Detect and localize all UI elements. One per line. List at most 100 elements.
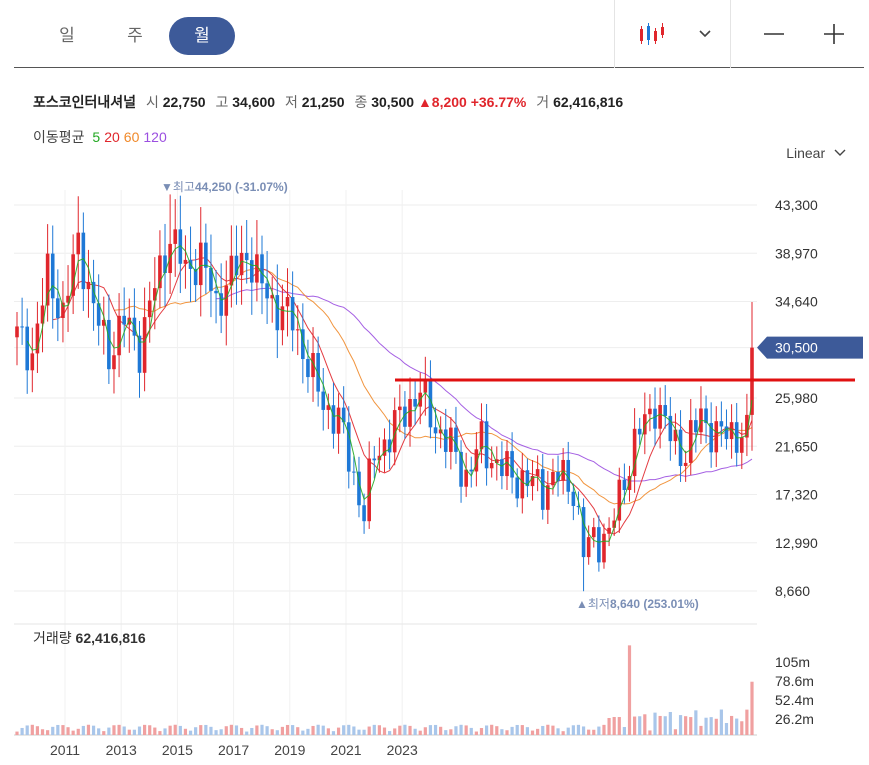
candle-body xyxy=(270,295,275,299)
volume-bar xyxy=(56,724,60,735)
volume-bar xyxy=(505,730,509,735)
candle-body xyxy=(566,459,571,492)
candle-body xyxy=(556,471,560,481)
volume-bar xyxy=(648,730,652,735)
volume-bar xyxy=(510,726,514,735)
candle-body xyxy=(418,392,423,407)
high-label: 고 xyxy=(215,94,229,110)
volume-bar xyxy=(143,724,147,735)
volume-bar xyxy=(439,726,443,735)
volume-bar xyxy=(183,728,188,735)
candle-body xyxy=(224,285,229,316)
volume-bar xyxy=(188,730,193,735)
candle-body xyxy=(331,405,336,434)
volume-bar xyxy=(199,725,203,735)
volume-value: 62,416,816 xyxy=(553,94,624,110)
low-annotation-value: 8,640 (253.01%) xyxy=(610,597,699,611)
moving-average-legend: 이동평균 5 20 60 120 xyxy=(33,127,167,147)
candle-body xyxy=(551,471,555,486)
chevron-down-icon[interactable] xyxy=(690,14,720,54)
time-tick-label: 2011 xyxy=(50,742,80,758)
volume-bar xyxy=(592,729,596,735)
volume-bar xyxy=(137,726,142,735)
volume-bar xyxy=(204,724,208,735)
candle-body xyxy=(734,422,739,453)
volume-bar xyxy=(168,725,172,735)
volume-bar xyxy=(250,727,254,735)
candle-body xyxy=(56,298,60,319)
volume-bar xyxy=(306,728,310,735)
volume-tick-label: 52.4m xyxy=(775,692,814,708)
volume-bar xyxy=(484,725,489,735)
tab-daily[interactable]: 일 xyxy=(59,26,75,45)
time-tick-label: 2019 xyxy=(274,742,305,758)
volume-tick-label: 26.2m xyxy=(775,711,814,727)
candle-body xyxy=(107,319,111,370)
volume-bar xyxy=(724,722,729,735)
candle-body xyxy=(127,317,132,325)
volume-bar xyxy=(719,709,723,735)
volume-bar xyxy=(178,725,182,735)
candlestick-icon[interactable] xyxy=(632,14,672,54)
candle-body xyxy=(35,323,40,354)
volume-bar xyxy=(76,728,80,735)
volume-bar xyxy=(490,724,494,735)
price-panel xyxy=(14,190,757,604)
time-tick-label: 2017 xyxy=(218,742,249,758)
plus-icon[interactable] xyxy=(816,14,852,54)
current-price-badge xyxy=(757,336,863,359)
ma-periods: 5 20 60 120 xyxy=(88,129,166,145)
current-price-label: 30,500 xyxy=(775,340,818,356)
volume-bar xyxy=(296,727,300,735)
volume-bar xyxy=(740,721,744,735)
volume-bar xyxy=(209,726,213,735)
volume-bar xyxy=(495,726,499,735)
ma5-line xyxy=(26,245,753,543)
volume-bar xyxy=(541,725,545,735)
volume-bar xyxy=(301,730,305,735)
ma20-line xyxy=(52,257,753,535)
ma120-path xyxy=(216,287,753,482)
candle-body xyxy=(745,414,749,438)
volume-bar xyxy=(622,726,626,735)
candle-body xyxy=(198,242,203,286)
volume-bar xyxy=(576,724,581,735)
candle-body xyxy=(137,335,142,373)
ma-period-60: 60 xyxy=(123,129,140,145)
volume-tick-label: 78.6m xyxy=(775,673,814,689)
candle-body xyxy=(719,421,724,427)
volume-bar xyxy=(61,725,65,735)
candle-body xyxy=(244,252,249,261)
tab-monthly[interactable]: 월 xyxy=(169,17,235,55)
volume-bar xyxy=(633,716,637,735)
candle-body xyxy=(122,315,126,325)
candle-body xyxy=(643,414,647,435)
candles xyxy=(15,194,754,592)
candle-body xyxy=(25,326,30,371)
volume-bar xyxy=(35,726,40,735)
candle-body xyxy=(678,429,683,467)
volume-bar xyxy=(709,717,713,735)
volume-bar xyxy=(219,729,223,735)
candle-body xyxy=(392,410,397,453)
candle-body xyxy=(694,420,698,433)
tab-weekly[interactable]: 주 xyxy=(127,26,143,45)
candle-body xyxy=(285,297,290,307)
volume-bar xyxy=(459,724,463,735)
volume-bar xyxy=(382,727,387,735)
price-tick-label: 12,990 xyxy=(775,535,818,551)
candle-body xyxy=(632,428,637,477)
high-value: 34,600 xyxy=(232,94,276,110)
volume-bar xyxy=(347,724,351,735)
scale-selector[interactable]: Linear xyxy=(786,145,847,161)
candle-body xyxy=(520,470,525,499)
candle-body xyxy=(153,288,157,301)
candle-body xyxy=(484,421,489,469)
candle-body xyxy=(546,485,550,510)
minus-icon[interactable] xyxy=(756,14,792,54)
open-label: 시 xyxy=(145,94,159,110)
volume-bar xyxy=(449,729,453,735)
candle-body xyxy=(173,229,178,244)
candle-body xyxy=(597,527,601,563)
volume-bar xyxy=(469,727,473,735)
